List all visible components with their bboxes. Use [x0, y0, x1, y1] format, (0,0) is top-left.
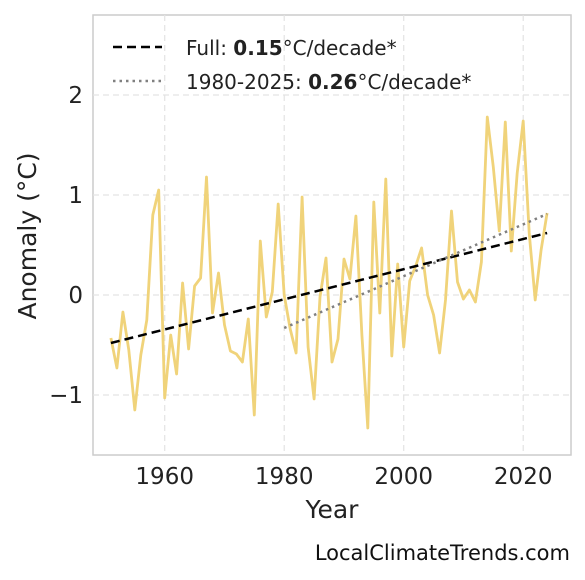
- tick-labels: 1960 1980 2000 2020 −1 0 1 2: [49, 83, 552, 490]
- anomaly-line: [109, 115, 549, 430]
- grid: [93, 15, 571, 455]
- y-tick-label: 2: [68, 83, 83, 109]
- x-tick-label: 2020: [494, 464, 553, 490]
- legend-prefix-full: Full:: [186, 36, 233, 60]
- legend-suffix-recent: °C/decade*: [357, 70, 471, 94]
- y-tick-label: 0: [68, 283, 83, 309]
- recent_trend-line: [283, 212, 548, 330]
- y-axis-title: Anomaly (°C): [13, 152, 42, 319]
- y-tick-label: 1: [68, 183, 83, 209]
- credit-text: LocalClimateTrends.com: [315, 541, 570, 565]
- full_trend-line: [110, 231, 548, 345]
- legend: Full: 0.15°C/decade* 1980-2025: 0.26°C/d…: [113, 36, 471, 94]
- series-layer: [109, 115, 549, 430]
- x-tick-label: 1960: [135, 464, 194, 490]
- legend-value-recent: 0.26: [308, 70, 357, 94]
- legend-prefix-recent: 1980-2025:: [186, 70, 308, 94]
- plot-background: [92, 14, 572, 456]
- legend-label-full: Full: 0.15°C/decade*: [186, 36, 397, 60]
- legend-suffix-full: °C/decade*: [283, 36, 397, 60]
- x-tick-label: 2000: [374, 464, 433, 490]
- legend-label-recent: 1980-2025: 0.26°C/decade*: [186, 70, 471, 94]
- y-tick-label: −1: [49, 383, 83, 409]
- legend-value-full: 0.15: [233, 36, 282, 60]
- x-tick-label: 1980: [255, 464, 314, 490]
- x-axis-title: Year: [305, 495, 360, 524]
